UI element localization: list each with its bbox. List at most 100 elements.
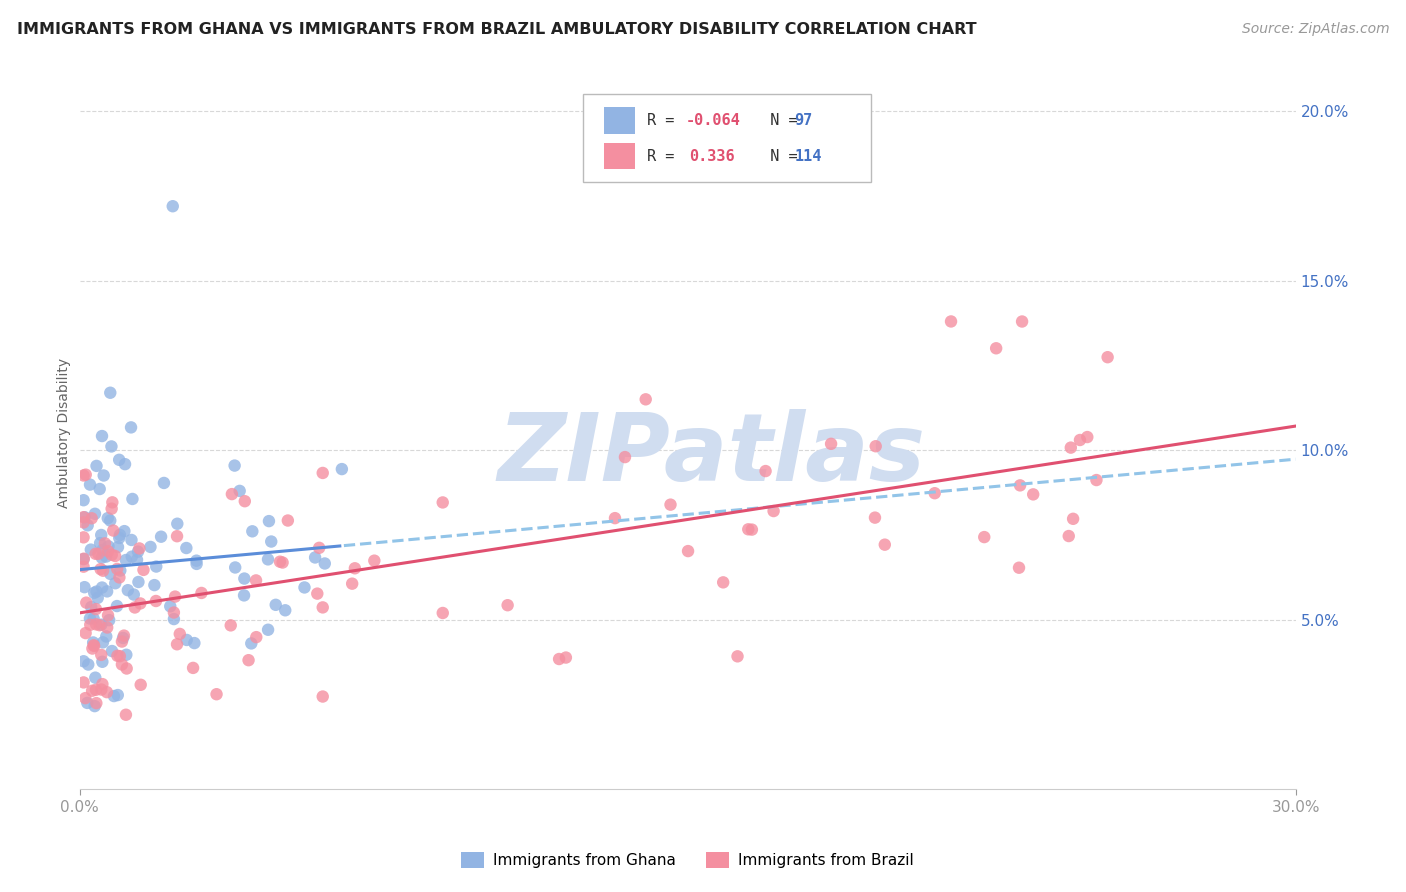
Point [83, 612, 105, 626]
Point [314, 557, 336, 571]
Point [72, 675, 94, 690]
Point [103, 524, 125, 538]
Point [205, 687, 228, 701]
Point [75, 626, 97, 640]
Point [108, 528, 131, 542]
Point [90, 528, 112, 542]
Point [711, 575, 734, 590]
Point [432, 495, 454, 509]
Point [111, 634, 134, 648]
Point [82, 635, 104, 649]
Text: IMMIGRANTS FROM GHANA VS IMMIGRANTS FROM BRAZIL AMBULATORY DISABILITY CORRELATIO: IMMIGRANTS FROM GHANA VS IMMIGRANTS FROM… [17, 22, 977, 37]
Point [122, 588, 145, 602]
Point [132, 563, 155, 577]
Point [233, 588, 256, 602]
Point [939, 314, 962, 328]
Point [115, 648, 138, 662]
Point [432, 606, 454, 620]
Point [114, 457, 136, 471]
Point [183, 636, 205, 650]
Point [100, 501, 122, 516]
Point [75, 467, 97, 482]
Point [96, 584, 118, 599]
Point [127, 544, 149, 558]
Text: N =: N = [752, 113, 807, 128]
Point [1085, 473, 1108, 487]
Point [240, 636, 263, 650]
Point [1076, 430, 1098, 444]
Point [94, 549, 117, 564]
Point [190, 586, 212, 600]
Point [238, 653, 260, 667]
Point [112, 524, 135, 538]
Point [924, 486, 946, 500]
Point [73, 551, 96, 566]
Point [233, 494, 256, 508]
Point [260, 534, 283, 549]
Point [91, 543, 114, 558]
Point [90, 550, 112, 565]
Point [986, 341, 1008, 355]
Point [97, 608, 120, 623]
Point [101, 644, 124, 658]
Point [104, 576, 127, 591]
Text: 114: 114 [794, 149, 821, 163]
Point [84, 682, 107, 697]
Y-axis label: Ambulatory Disability: Ambulatory Disability [58, 359, 72, 508]
Point [72, 510, 94, 524]
Point [634, 392, 657, 407]
Point [89, 536, 111, 550]
Point [105, 599, 128, 613]
Point [90, 682, 112, 697]
Point [98, 385, 121, 400]
Point [97, 544, 120, 558]
Point [121, 533, 143, 547]
Point [257, 552, 280, 566]
Point [98, 613, 121, 627]
Point [79, 617, 101, 632]
Point [312, 690, 335, 704]
Point [96, 685, 118, 699]
Point [865, 439, 887, 453]
Point [340, 576, 363, 591]
Point [110, 564, 132, 578]
Point [219, 618, 242, 632]
Point [96, 620, 118, 634]
Point [271, 556, 294, 570]
Point [100, 548, 122, 562]
Point [727, 649, 749, 664]
Point [72, 559, 94, 574]
Point [91, 655, 114, 669]
Point [82, 641, 104, 656]
Point [91, 429, 114, 443]
Point [83, 639, 105, 653]
Text: 97: 97 [794, 113, 813, 128]
Point [176, 632, 198, 647]
Point [87, 547, 110, 561]
Point [100, 439, 122, 453]
Point [72, 552, 94, 566]
Point [307, 586, 329, 600]
Point [1069, 433, 1091, 447]
Point [762, 504, 785, 518]
Point [72, 530, 94, 544]
Point [269, 555, 291, 569]
Point [72, 516, 94, 530]
Text: Source: ZipAtlas.com: Source: ZipAtlas.com [1241, 22, 1389, 37]
Point [101, 495, 124, 509]
Point [145, 594, 167, 608]
Point [1010, 478, 1032, 492]
Point [86, 696, 108, 710]
Point [107, 540, 129, 554]
Point [98, 514, 121, 528]
Point [159, 599, 181, 614]
Point [82, 683, 104, 698]
Point [91, 564, 114, 578]
Point [124, 600, 146, 615]
Point [111, 657, 134, 672]
Point [150, 530, 173, 544]
Point [873, 538, 896, 552]
Point [79, 477, 101, 491]
Point [181, 661, 204, 675]
Point [330, 462, 353, 476]
